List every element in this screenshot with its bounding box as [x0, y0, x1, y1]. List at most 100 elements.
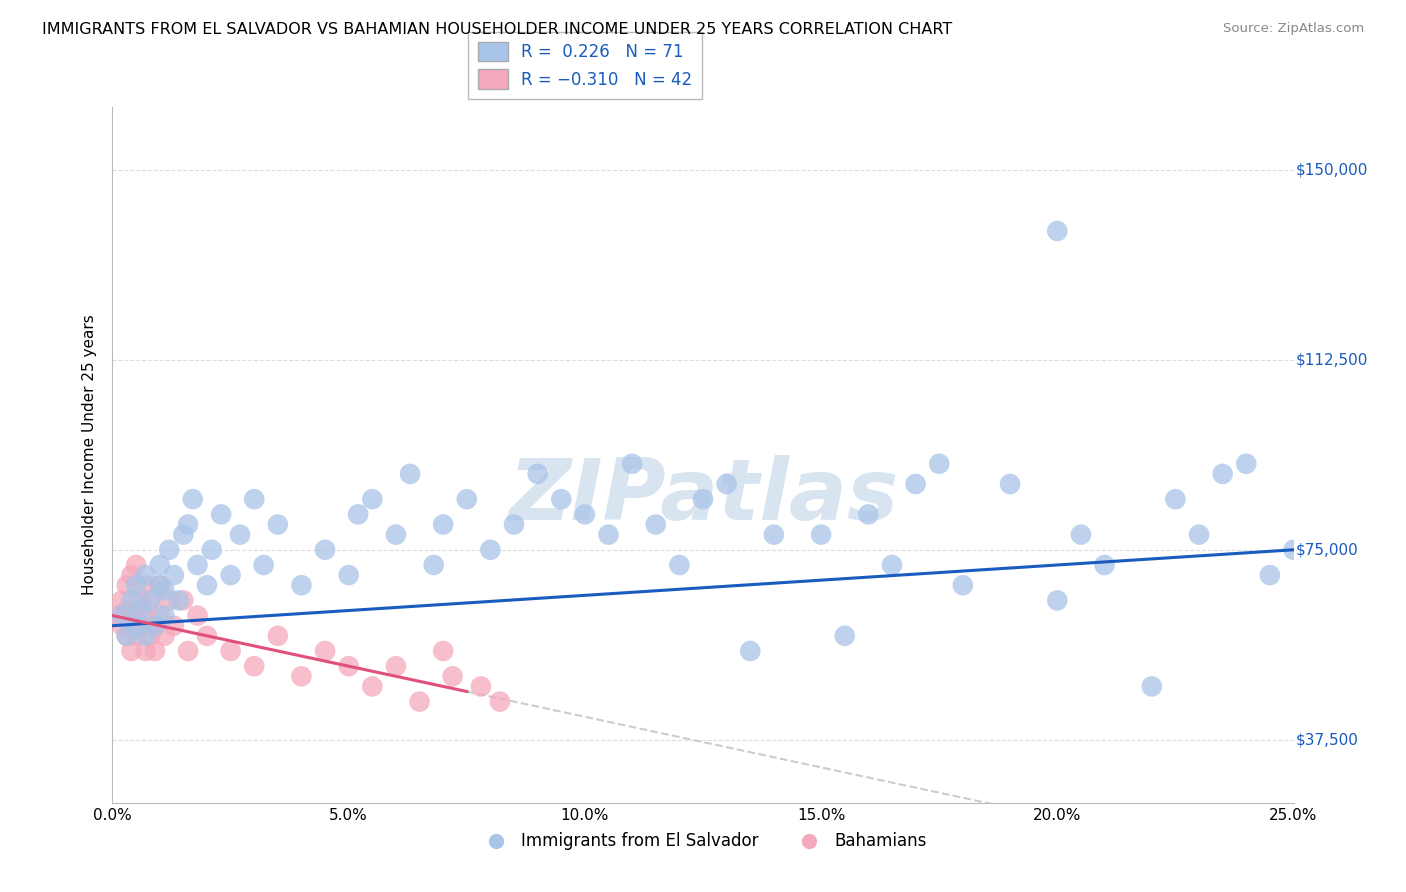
- Point: [125, 608, 148, 623]
- Point: [740, 644, 762, 658]
- Point: [139, 593, 162, 607]
- Point: [314, 644, 336, 658]
- Point: [432, 517, 454, 532]
- Point: [115, 578, 138, 592]
- Point: [267, 517, 290, 532]
- Text: Source: ZipAtlas.com: Source: ZipAtlas.com: [1223, 22, 1364, 36]
- Point: [149, 608, 172, 623]
- Point: [489, 695, 512, 709]
- Point: [172, 527, 194, 541]
- Point: [111, 593, 134, 607]
- Point: [129, 618, 152, 632]
- Point: [186, 608, 208, 623]
- Point: [361, 680, 384, 694]
- Point: [195, 629, 218, 643]
- Point: [157, 542, 180, 557]
- Point: [243, 492, 266, 507]
- Point: [125, 618, 148, 632]
- Point: [858, 508, 880, 522]
- Point: [125, 558, 148, 572]
- Point: [1258, 568, 1281, 582]
- Point: [157, 593, 180, 607]
- Point: [1046, 224, 1069, 238]
- Point: [177, 644, 200, 658]
- Point: [229, 527, 252, 541]
- Point: [201, 542, 224, 557]
- Point: [120, 644, 142, 658]
- Point: [111, 608, 134, 623]
- Point: [408, 695, 430, 709]
- Point: [385, 659, 408, 673]
- Point: [135, 568, 157, 582]
- Point: [135, 644, 157, 658]
- Point: [621, 457, 644, 471]
- Point: [810, 527, 832, 541]
- Point: [219, 644, 242, 658]
- Point: [153, 583, 176, 598]
- Point: [1070, 527, 1092, 541]
- Point: [526, 467, 548, 481]
- Point: [243, 659, 266, 673]
- Point: [139, 593, 162, 607]
- Point: [253, 558, 276, 572]
- Point: [692, 492, 714, 507]
- Legend: Immigrants from El Salvador, Bahamians: Immigrants from El Salvador, Bahamians: [472, 826, 934, 857]
- Point: [153, 608, 176, 623]
- Point: [120, 568, 142, 582]
- Text: $37,500: $37,500: [1296, 732, 1358, 747]
- Point: [139, 629, 162, 643]
- Point: [422, 558, 444, 572]
- Point: [952, 578, 974, 592]
- Point: [115, 629, 138, 643]
- Point: [105, 608, 128, 623]
- Point: [314, 542, 336, 557]
- Point: [361, 492, 384, 507]
- Point: [928, 457, 950, 471]
- Point: [441, 669, 464, 683]
- Point: [209, 508, 232, 522]
- Point: [880, 558, 903, 572]
- Point: [143, 644, 166, 658]
- Point: [668, 558, 690, 572]
- Point: [598, 527, 620, 541]
- Point: [716, 477, 738, 491]
- Point: [1046, 593, 1069, 607]
- Point: [219, 568, 242, 582]
- Point: [290, 669, 312, 683]
- Point: [181, 492, 204, 507]
- Point: [470, 680, 492, 694]
- Point: [163, 618, 186, 632]
- Point: [129, 603, 152, 617]
- Point: [163, 568, 186, 582]
- Point: [834, 629, 856, 643]
- Point: [479, 542, 502, 557]
- Point: [290, 578, 312, 592]
- Point: [172, 593, 194, 607]
- Point: [1212, 467, 1234, 481]
- Point: [432, 644, 454, 658]
- Point: [129, 593, 152, 607]
- Point: [1282, 542, 1305, 557]
- Point: [762, 527, 785, 541]
- Point: [125, 629, 148, 643]
- Y-axis label: Householder Income Under 25 years: Householder Income Under 25 years: [82, 315, 97, 595]
- Point: [111, 618, 134, 632]
- Point: [456, 492, 478, 507]
- Point: [177, 517, 200, 532]
- Point: [550, 492, 572, 507]
- Point: [143, 618, 166, 632]
- Point: [135, 608, 157, 623]
- Point: [1234, 457, 1257, 471]
- Point: [115, 603, 138, 617]
- Point: [120, 593, 142, 607]
- Point: [644, 517, 666, 532]
- Text: IMMIGRANTS FROM EL SALVADOR VS BAHAMIAN HOUSEHOLDER INCOME UNDER 25 YEARS CORREL: IMMIGRANTS FROM EL SALVADOR VS BAHAMIAN …: [42, 22, 952, 37]
- Point: [143, 618, 166, 632]
- Point: [153, 629, 176, 643]
- Point: [1140, 680, 1163, 694]
- Point: [503, 517, 526, 532]
- Point: [195, 578, 218, 592]
- Point: [904, 477, 927, 491]
- Point: [1188, 527, 1211, 541]
- Text: $112,500: $112,500: [1296, 352, 1368, 368]
